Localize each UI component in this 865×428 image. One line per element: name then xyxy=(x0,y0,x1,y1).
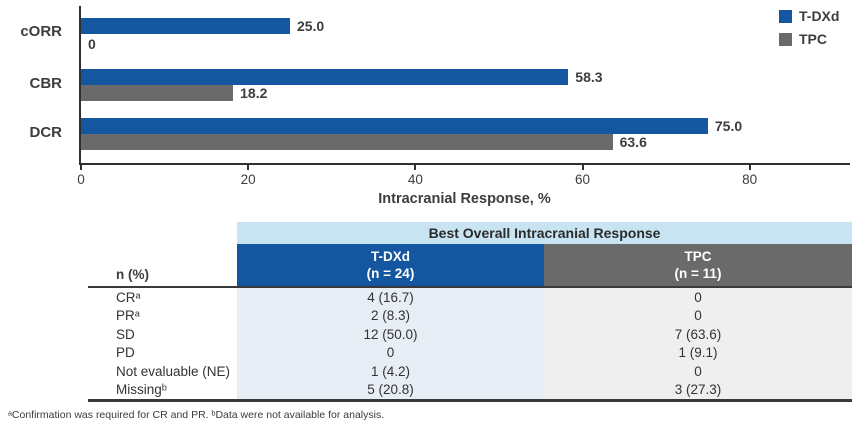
cell-tdxd: 0 xyxy=(237,343,544,362)
row-label: PD xyxy=(88,343,237,362)
category-label-dcr: DCR xyxy=(29,124,63,141)
cell-tdxd: 2 (8.3) xyxy=(237,306,544,325)
column-name: T-DXd xyxy=(371,249,410,264)
plot-area: 25.0 0 58.3 18.2 75.0 63.6 xyxy=(77,6,850,187)
x-tick xyxy=(581,163,584,170)
tpc-swatch-icon xyxy=(779,32,792,46)
bar-cbr-tpc xyxy=(81,85,234,101)
row-label: SD xyxy=(88,325,237,344)
intracranial-response-bar-chart: cORR CBR DCR 25.0 0 58.3 18.2 xyxy=(0,0,865,210)
bar-value-label: 18.2 xyxy=(240,85,268,101)
legend-item-tpc: TPC xyxy=(779,31,839,47)
x-tick xyxy=(748,163,751,170)
table-row: Not evaluable (NE) 1 (4.2) 0 xyxy=(88,362,852,381)
row-label: Not evaluable (NE) xyxy=(88,362,237,381)
column-n: (n = 11) xyxy=(674,266,722,281)
legend-item-tdxd: T-DXd xyxy=(779,8,839,24)
table-body: CRᵃ 4 (16.7) 0 PRᵃ 2 (8.3) 0 SD 12 (50.0… xyxy=(88,288,852,402)
bar-value-label: 63.6 xyxy=(619,134,647,150)
cell-tpc: 0 xyxy=(544,362,852,381)
category-label-cbr: CBR xyxy=(29,75,63,92)
cell-tpc: 0 xyxy=(544,306,852,325)
chart-legend: T-DXd TPC xyxy=(779,8,839,54)
x-tick xyxy=(247,163,250,170)
table-title: Best Overall Intracranial Response xyxy=(237,222,852,244)
row-label: PRᵃ xyxy=(88,306,237,325)
bar-row-dcr-tpc: 63.6 xyxy=(81,134,850,150)
bar-dcr-tpc xyxy=(81,134,613,150)
bar-row-corr-tdxd: 25.0 xyxy=(81,18,850,34)
cell-tpc: 3 (27.3) xyxy=(544,380,852,399)
bar-value-label: 0 xyxy=(88,36,96,52)
cell-tpc: 1 (9.1) xyxy=(544,343,852,362)
category-label-corr: cORR xyxy=(20,23,62,40)
legend-label: TPC xyxy=(799,31,827,47)
cell-tdxd: 1 (4.2) xyxy=(237,362,544,381)
x-tick-label: 40 xyxy=(407,172,423,187)
table-row: Missingᵇ 5 (20.8) 3 (27.3) xyxy=(88,380,852,399)
bar-row-cbr-tpc: 18.2 xyxy=(81,85,850,101)
bar-value-label: 25.0 xyxy=(296,18,325,34)
column-name: TPC xyxy=(684,249,712,264)
bar-row-cbr-tdxd: 58.3 xyxy=(81,69,850,85)
cell-tdxd: 12 (50.0) xyxy=(237,325,544,344)
x-tick-label: 0 xyxy=(77,172,85,187)
bar-value-label: 58.3 xyxy=(575,69,603,85)
table-row: PD 0 1 (9.1) xyxy=(88,343,852,362)
x-tick xyxy=(80,163,82,170)
x-tick-label: 60 xyxy=(575,172,591,187)
row-label: Missingᵇ xyxy=(88,380,237,399)
bar-row-corr-tpc: 0 xyxy=(81,36,850,52)
bar-row-dcr-tdxd: 75.0 xyxy=(81,118,850,134)
cell-tdxd: 5 (20.8) xyxy=(237,380,544,399)
row-label: CRᵃ xyxy=(88,288,237,307)
x-axis-title: Intracranial Response, % xyxy=(378,191,551,207)
cell-tpc: 0 xyxy=(544,288,852,307)
bar-dcr-tdxd xyxy=(81,118,708,134)
x-tick xyxy=(414,163,417,170)
column-n: (n = 24) xyxy=(366,266,415,281)
table-left-header: n (%) xyxy=(88,244,237,286)
x-tick-label: 80 xyxy=(742,172,758,187)
column-header-tdxd: T-DXd (n = 24) xyxy=(237,244,544,286)
best-overall-response-table: Best Overall Intracranial Response n (%)… xyxy=(88,222,852,402)
cell-tpc: 7 (63.6) xyxy=(544,325,852,344)
legend-label: T-DXd xyxy=(799,8,840,24)
cell-tdxd: 4 (16.7) xyxy=(237,288,544,307)
column-header-tpc: TPC (n = 11) xyxy=(544,244,852,286)
x-tick-label: 20 xyxy=(240,172,256,187)
table-row: PRᵃ 2 (8.3) 0 xyxy=(88,306,852,325)
bar-corr-tdxd xyxy=(81,18,290,34)
bar-value-label: 75.0 xyxy=(714,118,743,134)
tdxd-swatch-icon xyxy=(779,9,792,23)
footnote: ᵃConfirmation was required for CR and PR… xyxy=(8,409,385,421)
table-header-row: n (%) T-DXd (n = 24) TPC (n = 11) xyxy=(88,244,852,288)
bar-cbr-tdxd xyxy=(81,69,569,85)
table-row: SD 12 (50.0) 7 (63.6) xyxy=(88,325,852,344)
table-row: CRᵃ 4 (16.7) 0 xyxy=(88,288,852,307)
